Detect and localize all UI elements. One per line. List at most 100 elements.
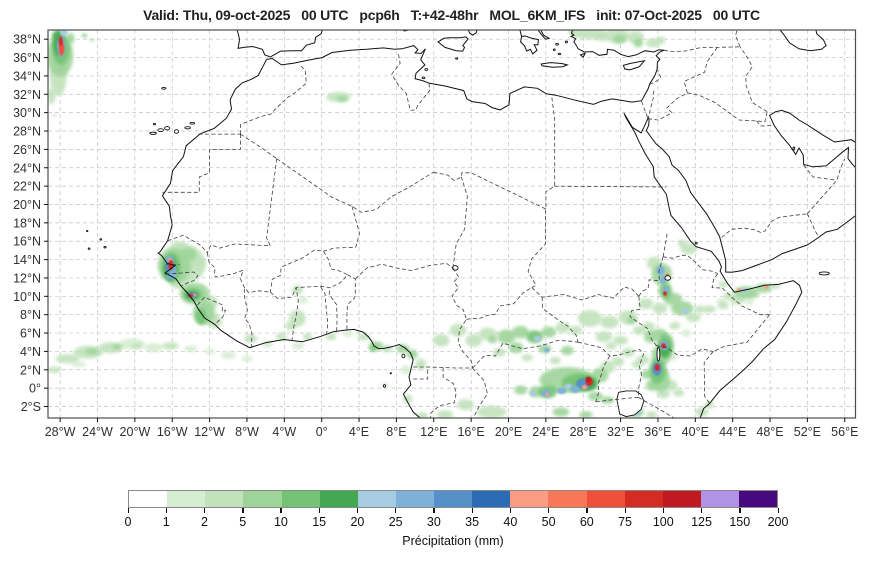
lon-tick-label: 40°E xyxy=(682,425,709,439)
legend-tick-label: 30 xyxy=(426,515,441,529)
lat-tick-label: 10°N xyxy=(13,290,41,304)
legend-tick-label: 2 xyxy=(200,515,208,529)
legend-tick-label: 1 xyxy=(162,515,170,529)
legend-tick xyxy=(586,508,588,513)
legend-swatch xyxy=(434,491,473,507)
legend-swatch xyxy=(167,491,206,507)
country-borders xyxy=(162,30,846,418)
legend-tick-label: 200 xyxy=(767,515,789,529)
legend-tick xyxy=(777,508,779,513)
lat-tick-label: 16°N xyxy=(13,235,41,249)
lon-tick-label: 16°W xyxy=(157,425,188,439)
legend-swatch xyxy=(129,491,168,507)
lon-tick-label: 28°E xyxy=(570,425,597,439)
legend-tick-label: 15 xyxy=(312,515,327,529)
lat-tick-label: 24°N xyxy=(13,161,41,175)
legend-tick xyxy=(165,508,168,513)
legend-tick-label: 5 xyxy=(239,515,247,529)
legend-tick-label: 150 xyxy=(729,515,751,529)
lon-tick-label: 12°E xyxy=(420,425,447,439)
legend-swatch xyxy=(243,491,282,507)
legend-tick-label: 40 xyxy=(503,515,518,529)
legend-swatch xyxy=(472,491,511,507)
legend-colorbar xyxy=(128,490,778,508)
legend-tick xyxy=(127,508,129,513)
lon-tick-label: 16°E xyxy=(457,425,484,439)
lon-tick-label: 12°W xyxy=(194,425,225,439)
lat-tick-label: 2°S xyxy=(21,400,41,414)
lon-tick-label: 36°E xyxy=(644,425,671,439)
lon-tick-label: 56°E xyxy=(831,425,858,439)
legend-swatch xyxy=(319,491,358,507)
lon-tick-label: 52°E xyxy=(794,425,821,439)
legend-swatch xyxy=(510,491,549,507)
lat-tick-label: 2°N xyxy=(20,363,41,377)
lat-tick-label: 30°N xyxy=(13,106,41,120)
legend-tick-label: 100 xyxy=(652,515,674,529)
lon-tick-label: 8°E xyxy=(386,425,406,439)
lat-tick-label: 0° xyxy=(29,382,41,396)
legend-tick-label: 50 xyxy=(541,515,556,529)
grid-lines xyxy=(48,30,856,418)
lon-tick-label: 20°E xyxy=(495,425,522,439)
lon-tick-label: 44°E xyxy=(719,425,746,439)
legend-tick xyxy=(739,508,741,513)
map-frame xyxy=(47,29,857,419)
legend-swatch xyxy=(700,491,739,507)
lat-tick-label: 28°N xyxy=(13,125,41,139)
map-canvas: 28°W 24°W 20°W 16°W 12°W 8°W 4°W 0° 4°E 8°E 12°E 16… xyxy=(13,29,859,439)
legend-tick xyxy=(509,508,512,513)
lat-tick-label: 4°N xyxy=(20,345,41,359)
lat-tick-label: 34°N xyxy=(13,69,41,83)
lon-tick-label: 20°W xyxy=(120,425,151,439)
legend-tick-label: 35 xyxy=(465,515,480,529)
islands xyxy=(86,40,830,388)
legend-tick xyxy=(471,508,473,513)
legend-tick xyxy=(395,508,397,513)
legend-swatch xyxy=(586,491,625,507)
legend-tick xyxy=(356,508,359,513)
lon-tick-label: 48°E xyxy=(756,425,783,439)
lat-tick-label: 38°N xyxy=(13,33,41,47)
lon-tick-label: 24°W xyxy=(82,425,113,439)
lat-tick-label: 22°N xyxy=(13,180,41,194)
coastlines xyxy=(157,30,856,418)
legend-swatch xyxy=(739,491,778,507)
legend-tick xyxy=(548,508,550,513)
legend-tick xyxy=(433,508,435,513)
legend-tick-label: 0 xyxy=(124,515,132,529)
lon-tick-label: 4°E xyxy=(349,425,369,439)
lon-tick-label: 0° xyxy=(316,425,328,439)
legend-swatch xyxy=(357,491,396,507)
lat-tick-label: 18°N xyxy=(13,216,41,230)
legend-tick xyxy=(280,508,282,513)
legend-swatch xyxy=(624,491,663,507)
legend-tick-label: 25 xyxy=(388,515,403,529)
lat-tick-label: 36°N xyxy=(13,51,41,65)
lat-tick-label: 32°N xyxy=(13,88,41,102)
legend-tick-label: 10 xyxy=(273,515,288,529)
legend-tick xyxy=(318,508,320,513)
legend-tick xyxy=(242,508,244,513)
legend-swatch xyxy=(205,491,244,507)
legend-tick-label: 75 xyxy=(618,515,632,529)
legend-swatch xyxy=(548,491,587,507)
legend-tick xyxy=(203,508,206,513)
lon-tick-label: 32°E xyxy=(607,425,634,439)
lon-tick-label: 8°W xyxy=(235,425,259,439)
latitude-labels: 38°N 36°N 34°N 32°N 30°N 28°N 26°N 24°N 22°N 20°N… xyxy=(13,33,41,414)
legend-tick xyxy=(662,508,665,513)
legend-tick xyxy=(624,508,626,513)
lon-tick-label: 24°E xyxy=(532,425,559,439)
longitude-labels: 28°W 24°W 20°W 16°W 12°W 8°W 4°W 0° 4°E 8°E 12°E 16… xyxy=(45,425,859,439)
lat-tick-label: 8°N xyxy=(20,308,41,322)
precipitation-field xyxy=(48,30,781,418)
legend-caption: Précipitation (mm) xyxy=(402,534,504,548)
axis-ticks xyxy=(44,38,846,422)
lat-tick-label: 6°N xyxy=(20,327,41,341)
lat-tick-label: 26°N xyxy=(13,143,41,157)
lon-tick-label: 4°W xyxy=(272,425,296,439)
lat-tick-label: 14°N xyxy=(13,253,41,267)
lat-tick-label: 12°N xyxy=(13,272,41,286)
